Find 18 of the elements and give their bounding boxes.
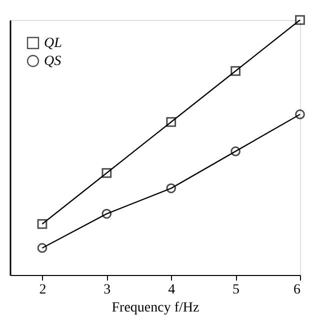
point xyxy=(37,243,48,253)
point xyxy=(166,117,176,127)
x-tick-label: 3 xyxy=(104,282,111,298)
point xyxy=(295,15,305,25)
x-tick-label: 4 xyxy=(168,282,176,298)
point xyxy=(230,66,240,76)
legend-label: QL xyxy=(44,36,62,51)
point xyxy=(102,168,112,178)
x-tick-label: 6 xyxy=(294,282,300,298)
x-tick-label: 5 xyxy=(232,282,240,298)
point xyxy=(37,219,48,229)
point xyxy=(295,109,305,120)
legend-label: QS xyxy=(44,54,62,69)
x-tick-label: 2 xyxy=(39,282,46,298)
point xyxy=(230,146,240,156)
point xyxy=(102,208,112,219)
point xyxy=(166,183,176,194)
x-axis-title: Frequency f/Hz xyxy=(112,300,200,316)
